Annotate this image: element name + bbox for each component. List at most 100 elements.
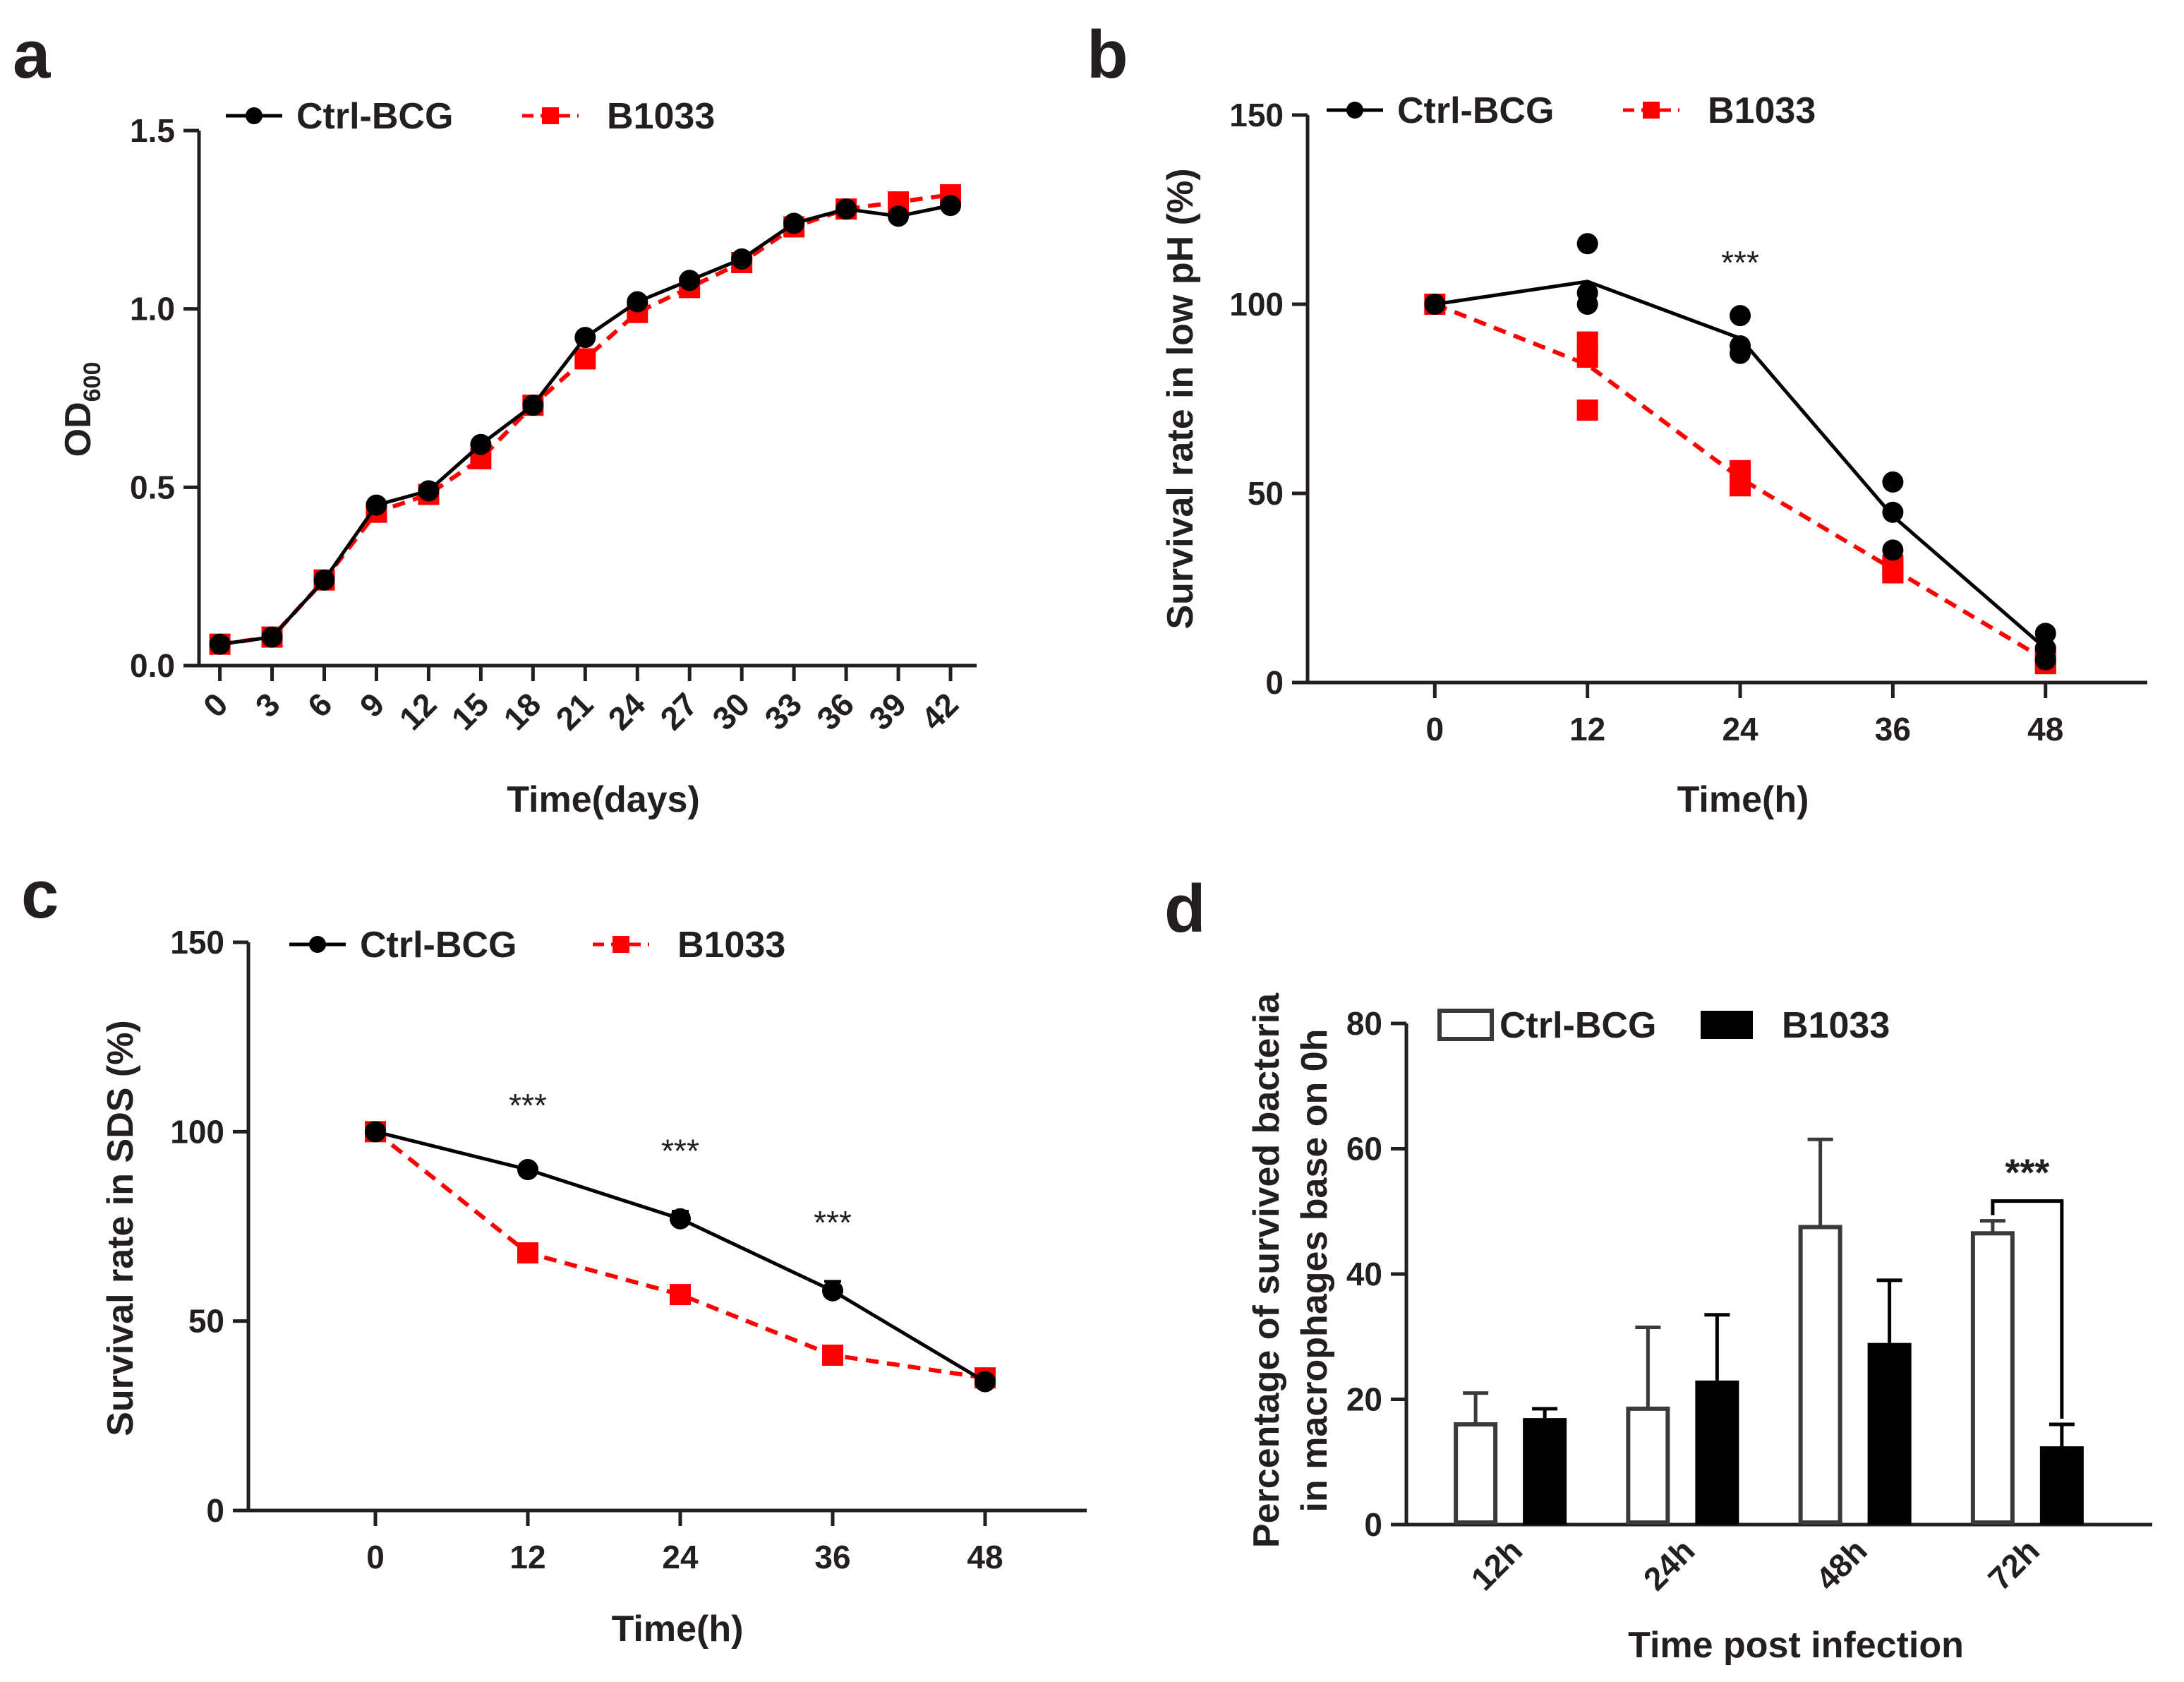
c-point-b1033-1 <box>517 1242 538 1264</box>
d-ytick-label-2: 40 <box>1346 1256 1382 1292</box>
panel-a: a 0.00.51.01.5 0 3 6 9 12 15 18 21 24 27 30 33 36 39 4… <box>13 17 977 820</box>
d-bar-ctrl-0 <box>1454 1422 1498 1525</box>
a-ytick-label-0: 0.0 <box>130 647 175 684</box>
b-point-ctrl-9 <box>1882 539 1904 561</box>
d-xtick-label-0: 12h <box>1464 1532 1529 1597</box>
b-point-ctrl-12 <box>2034 649 2056 671</box>
d-bar-ctrl-2 <box>1798 1225 1842 1525</box>
b-point-ctrl-10 <box>2034 623 2056 644</box>
b-point-ctrl-0 <box>1424 294 1446 315</box>
d-legend-ctrl-swatch <box>1437 1009 1494 1041</box>
b-significance-0: *** <box>1721 244 1759 281</box>
a-y-axis-title: OD600 <box>58 362 106 457</box>
a-ytick-label-1: 0.5 <box>130 469 175 505</box>
c-series-b1033-line <box>374 1129 986 1381</box>
a-point-ctrl-13 <box>888 205 910 227</box>
c-xtick-label-4: 48 <box>967 1539 1003 1575</box>
b-point-b1033-9 <box>1882 562 1904 584</box>
c-point-ctrl-0 <box>365 1121 386 1143</box>
d-bar-ctrl-3 <box>1970 1231 2015 1525</box>
d-ytick-label-1: 20 <box>1346 1381 1382 1418</box>
d-legend-b1033-label: B1033 <box>1782 1005 1890 1046</box>
a-xtick-label-2: 6 <box>301 685 339 724</box>
b-ytick-label-1: 50 <box>1248 475 1284 512</box>
c-significance-2: *** <box>814 1204 852 1241</box>
a-point-ctrl-1 <box>261 626 283 648</box>
b-xtick-label-2: 24 <box>1722 711 1758 747</box>
a-point-ctrl-0 <box>209 633 231 655</box>
a-xtick-label-9: 27 <box>653 685 704 737</box>
b-legend-ctrl-label: Ctrl-BCG <box>1397 90 1554 131</box>
c-point-ctrl-2 <box>670 1208 691 1230</box>
a-point-ctrl-10 <box>731 248 753 270</box>
b-legend-b1033-label: B1033 <box>1708 90 1816 131</box>
a-legend-ctrl-marker <box>246 107 263 124</box>
d-significance-bracket-0 <box>1991 1199 2064 1419</box>
a-xtick-label-14: 42 <box>914 685 965 737</box>
panel-label-b: b <box>1087 17 1128 92</box>
c-point-ctrl-1 <box>517 1159 538 1180</box>
d-ytick-label-0: 0 <box>1364 1506 1382 1543</box>
b-y-axis-title: Survival rate in low pH (%) <box>1160 168 1201 629</box>
d-significance-0: *** <box>2005 1152 2049 1194</box>
b-xtick-label-4: 48 <box>2027 711 2063 747</box>
c-ytick-label-0: 0 <box>206 1492 224 1529</box>
b-point-ctrl-7 <box>1882 471 1904 493</box>
d-bar-ctrl-1 <box>1626 1406 1670 1525</box>
a-point-ctrl-5 <box>470 433 492 455</box>
b-ytick-label-2: 100 <box>1229 286 1284 323</box>
b-legend-b1033-marker <box>1643 102 1660 119</box>
a-point-ctrl-4 <box>418 480 440 502</box>
c-legend-b1033-label: B1033 <box>677 925 785 966</box>
d-bar-b1033-0 <box>1523 1418 1567 1525</box>
d-bar-b1033-2 <box>1867 1342 1912 1525</box>
panel-label-c: c <box>21 857 59 932</box>
a-xtick-label-5: 15 <box>445 685 496 737</box>
a-y-axis-title-sub: 600 <box>79 362 106 402</box>
b-xtick-label-3: 36 <box>1875 711 1911 747</box>
b-point-ctrl-8 <box>1882 501 1904 523</box>
d-bar-b1033-3 <box>2039 1446 2084 1525</box>
a-xtick-label-11: 33 <box>757 685 809 737</box>
a-point-b1033-7 <box>574 348 596 370</box>
b-ytick-label-3: 150 <box>1229 97 1284 133</box>
a-xtick-label-8: 24 <box>601 685 652 737</box>
d-x-axis-title: Time post infection <box>1628 1625 1964 1666</box>
b-point-ctrl-6 <box>1730 342 1751 364</box>
d-ytick-label-3: 60 <box>1346 1131 1382 1167</box>
a-point-ctrl-7 <box>574 327 596 349</box>
a-xtick-label-0: 0 <box>196 685 235 724</box>
c-xtick-label-1: 12 <box>509 1539 545 1575</box>
a-xtick-label-1: 3 <box>248 685 287 724</box>
b-point-b1033-2 <box>1576 347 1598 368</box>
b-point-ctrl-4 <box>1730 305 1751 327</box>
panel-d: d 0 20 40 60 80 12h 24h 48h 72h *** Ctrl-BCG B1… <box>1164 871 2152 1666</box>
b-point-b1033-6 <box>1730 475 1751 497</box>
d-legend-b1033-swatch <box>1701 1011 1753 1039</box>
c-ytick-label-1: 50 <box>188 1303 224 1340</box>
a-xtick-label-12: 36 <box>809 685 861 737</box>
panel-b: b 0 50 100 150 0 12 24 36 48 *** Ctrl-BCG B1033… <box>1087 17 2147 820</box>
d-xtick-label-3: 72h <box>1981 1532 2046 1597</box>
b-point-ctrl-3 <box>1576 294 1598 315</box>
a-xtick-label-7: 21 <box>548 685 600 737</box>
c-y-axis-title: Survival rate in SDS (%) <box>100 1020 141 1436</box>
c-legend: Ctrl-BCG B1033 <box>289 925 785 966</box>
c-legend-ctrl-label: Ctrl-BCG <box>360 925 517 966</box>
a-legend: Ctrl-BCG B1033 <box>226 96 715 137</box>
d-y-axis-title-line2: in macrophages base on 0h <box>1294 1029 1335 1513</box>
a-xtick-label-6: 18 <box>496 685 548 737</box>
b-series-b1033-line <box>1434 302 2047 662</box>
c-series-ctrl-line <box>375 1129 987 1383</box>
a-legend-b1033-marker <box>542 107 559 124</box>
a-point-ctrl-14 <box>940 195 962 217</box>
c-ytick-label-2: 100 <box>170 1113 224 1150</box>
a-xtick-label-13: 39 <box>862 685 913 737</box>
panel-c: c 0 50 100 150 0 12 24 36 48 *** *** *** Ctrl-BCG… <box>21 857 1087 1650</box>
c-point-ctrl-3 <box>822 1280 843 1302</box>
d-legend-ctrl-label: Ctrl-BCG <box>1500 1005 1656 1046</box>
b-legend: Ctrl-BCG B1033 <box>1327 90 1816 131</box>
b-ytick-label-0: 0 <box>1265 664 1284 701</box>
d-ytick-label-4: 80 <box>1346 1005 1382 1042</box>
